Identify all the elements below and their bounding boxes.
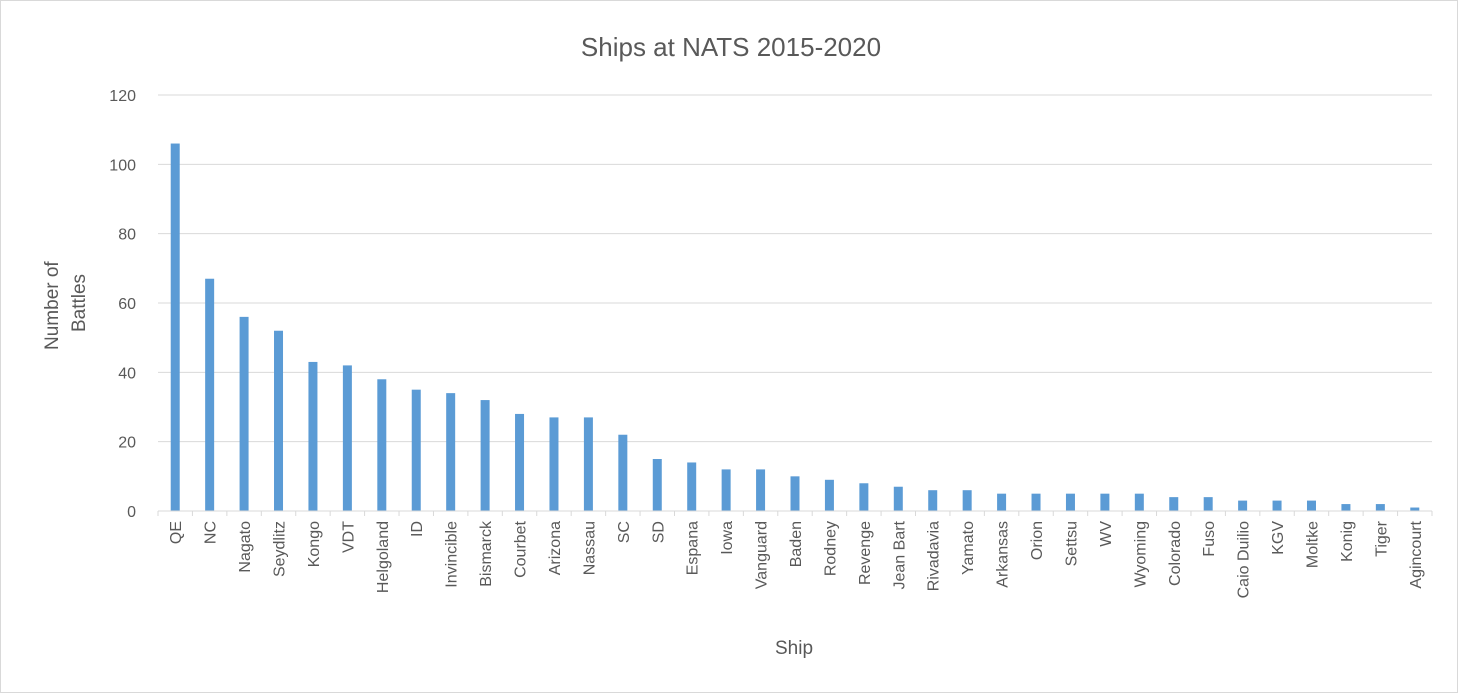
- y-tick-labels: 0 20 40 60 80 100 120: [109, 88, 136, 521]
- x-tick-label: Arkansas: [995, 521, 1012, 588]
- x-tick-label: Helgoland: [375, 521, 392, 593]
- bar-yamato: [962, 490, 972, 511]
- x-tick-label: Caio Duilio: [1236, 521, 1253, 598]
- x-tick-label: Seydlitz: [272, 521, 289, 577]
- x-tick-label: Invincible: [444, 521, 461, 588]
- bar-colorado: [1169, 497, 1179, 511]
- x-tick-label: SD: [650, 521, 667, 543]
- bar-rivadavia: [928, 490, 938, 511]
- bar-wyoming: [1134, 493, 1144, 511]
- x-tick-label: ID: [409, 521, 426, 537]
- x-tick-label: Courbet: [513, 520, 530, 577]
- y-tick-label: 20: [118, 435, 136, 452]
- x-tick-label: Nassau: [581, 521, 598, 575]
- bar-settsu: [1065, 493, 1075, 511]
- bar-seydlitz: [274, 330, 284, 511]
- bar-nc: [205, 278, 215, 511]
- y-tick-label: 0: [127, 504, 136, 521]
- x-tick-label: Rivadavia: [926, 521, 943, 591]
- bar-invincible: [446, 393, 456, 511]
- x-tick-label: Nagato: [237, 521, 254, 573]
- x-tick-label: NC: [203, 521, 220, 544]
- bar-caio-duilio: [1238, 500, 1248, 511]
- bar-series: [157, 143, 1433, 516]
- bar-moltke: [1306, 500, 1316, 511]
- bar-sc: [618, 434, 628, 511]
- x-tick-label: Jean Bart: [891, 520, 908, 589]
- bar-arizona: [549, 417, 559, 511]
- y-tick-label: 60: [118, 296, 136, 313]
- y-tick-label: 100: [109, 157, 136, 174]
- x-tick-label: Iowa: [719, 521, 736, 555]
- bar-vanguard: [756, 469, 766, 511]
- bar-baden: [790, 476, 800, 511]
- x-tick-label: Rodney: [822, 521, 839, 576]
- x-tick-label: Arizona: [547, 521, 564, 575]
- bar-rodney: [824, 479, 834, 511]
- bar-tiger: [1375, 504, 1385, 511]
- bar-arkansas: [997, 493, 1007, 511]
- y-tick-label: 40: [118, 365, 136, 382]
- x-tick-label: Espana: [685, 521, 702, 575]
- bar-wv: [1100, 493, 1110, 511]
- bar-helgoland: [377, 379, 387, 511]
- y-tick-label: 120: [109, 88, 136, 105]
- bar-sd: [652, 459, 662, 511]
- bar-fuso: [1203, 497, 1213, 511]
- x-tick-label: Agincourt: [1408, 520, 1425, 588]
- x-tick-label: Bismarck: [478, 520, 495, 587]
- chart-title: Ships at NATS 2015-2020: [581, 32, 881, 62]
- x-tick-label: Konig: [1339, 521, 1356, 562]
- bar-iowa: [721, 469, 731, 511]
- x-tick-label: Fuso: [1201, 521, 1218, 557]
- y-tick-label: 80: [118, 227, 136, 244]
- y-axis-title-line-2: Battles: [69, 274, 90, 332]
- x-tick-label: Settsu: [1063, 521, 1080, 566]
- y-axis-title: Number of Battles: [42, 256, 90, 350]
- bar-konig: [1341, 504, 1351, 511]
- x-tick-label: Vanguard: [754, 521, 771, 589]
- bar-espana: [687, 462, 697, 511]
- x-tick-label: Orion: [1029, 521, 1046, 560]
- x-tick-label: QE: [168, 521, 185, 544]
- x-tick-label: Moltke: [1304, 521, 1321, 568]
- bar-kongo: [308, 361, 318, 511]
- x-tick-label: Tiger: [1373, 520, 1390, 557]
- x-tick-label: Colorado: [1167, 521, 1184, 586]
- x-tick-label: SC: [616, 521, 633, 543]
- x-tick-label: Revenge: [857, 521, 874, 585]
- bar-id: [411, 389, 421, 511]
- bar-nassau: [583, 417, 593, 511]
- bar-revenge: [859, 483, 869, 511]
- x-axis-title: Ship: [775, 638, 813, 659]
- x-tick-label: VDT: [340, 521, 357, 553]
- bar-kgv: [1272, 500, 1282, 511]
- x-tick-label: Yamato: [960, 521, 977, 575]
- x-tick-label: KGV: [1270, 521, 1287, 555]
- gridlines: [158, 94, 1432, 443]
- bar-jean-bart: [893, 486, 903, 511]
- bar-courbet: [515, 413, 525, 511]
- x-tick-label: Baden: [788, 521, 805, 567]
- y-axis-title-line-1: Number of: [42, 261, 63, 350]
- bar-orion: [1031, 493, 1041, 511]
- x-tick-label: WV: [1098, 521, 1115, 547]
- bar-bismarck: [480, 400, 490, 511]
- x-tick-label: Wyoming: [1132, 521, 1149, 588]
- bar-nagato: [239, 316, 249, 511]
- x-tick-labels: QE NC Nagato Seydlitz Kongo VDT Helgoland ID Inv…: [168, 520, 1425, 598]
- x-tick-label: Kongo: [306, 521, 323, 567]
- bar-vdt: [342, 365, 352, 511]
- bar-qe: [170, 143, 180, 512]
- bar-agincourt: [1410, 507, 1420, 511]
